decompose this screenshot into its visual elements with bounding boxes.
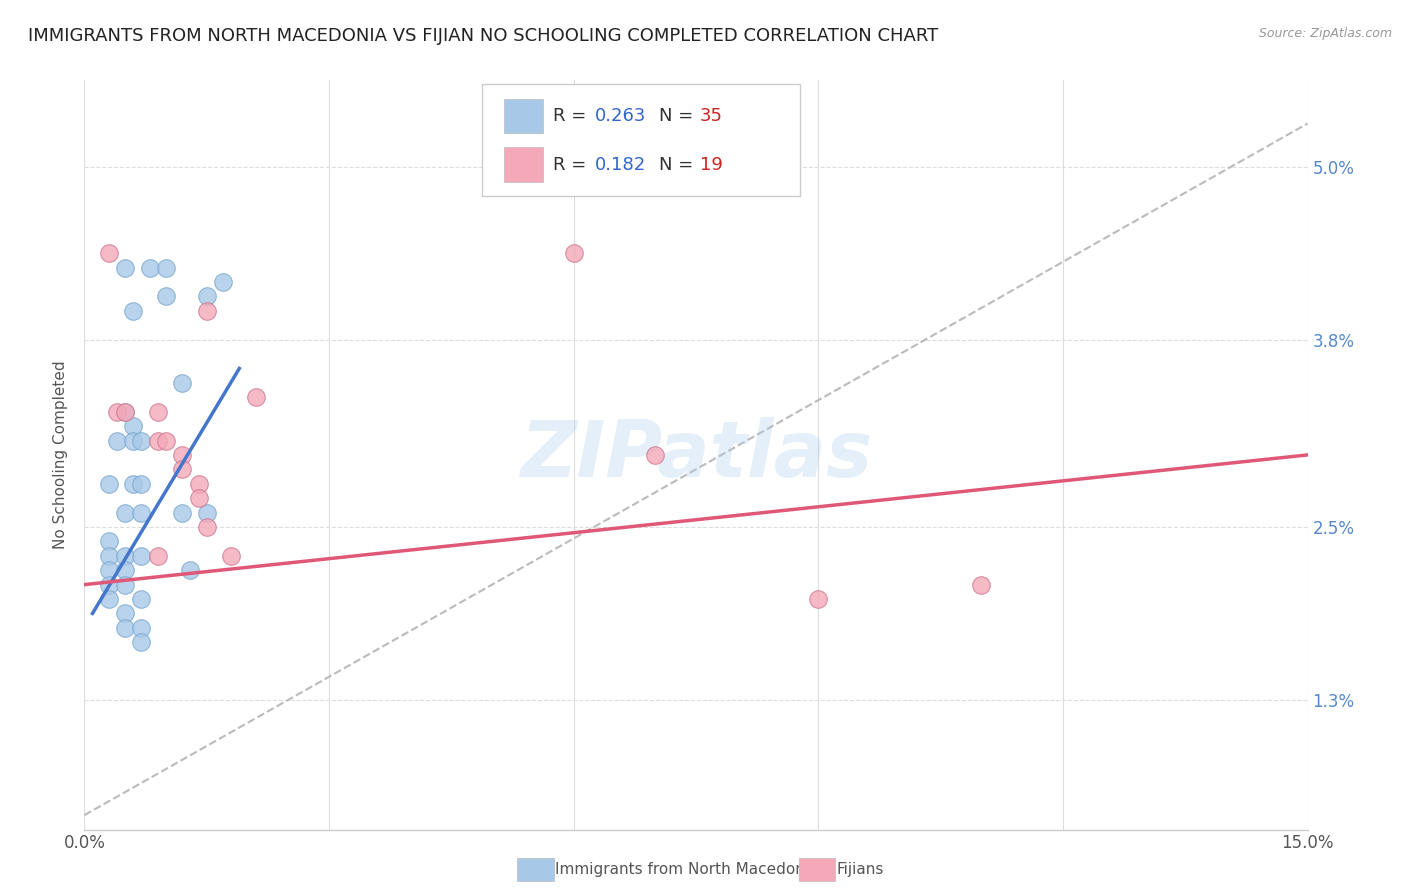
Point [172,462,194,476]
Point [114,621,136,635]
Point [97,592,120,607]
Point [146,549,169,563]
Point [114,563,136,577]
Point [105,434,128,448]
Point [122,419,145,434]
Point [155,289,177,303]
Text: IMMIGRANTS FROM NORTH MACEDONIA VS FIJIAN NO SCHOOLING COMPLETED CORRELATION CHA: IMMIGRANTS FROM NORTH MACEDONIA VS FIJIA… [28,27,938,45]
Point [114,607,136,621]
Text: 0.182: 0.182 [595,155,645,174]
Text: 19: 19 [700,155,723,174]
Point [97,549,120,563]
Point [644,448,666,462]
Point [807,592,830,607]
Point [179,563,201,577]
Point [131,549,153,563]
Point [155,434,177,448]
Point [172,448,194,462]
Point [138,260,160,275]
Text: Fijians: Fijians [837,863,884,877]
Point [212,275,235,289]
Point [219,549,242,563]
Point [970,577,993,591]
FancyBboxPatch shape [482,84,800,196]
Point [245,390,267,404]
Point [105,405,128,419]
Point [146,405,169,419]
Point [97,476,120,491]
Point [131,434,153,448]
FancyBboxPatch shape [503,99,543,133]
Point [131,592,153,607]
Point [195,506,218,520]
Text: Source: ZipAtlas.com: Source: ZipAtlas.com [1258,27,1392,40]
Point [187,476,209,491]
Point [131,476,153,491]
Point [146,434,169,448]
Text: N =: N = [659,107,699,125]
Text: R =: R = [553,155,592,174]
Point [562,246,585,260]
Point [131,506,153,520]
Text: R =: R = [553,107,592,125]
Point [187,491,209,505]
Point [97,577,120,591]
Point [122,476,145,491]
Point [114,549,136,563]
Point [195,289,218,303]
Point [114,506,136,520]
Text: N =: N = [659,155,699,174]
Point [131,635,153,649]
Point [172,376,194,390]
Point [122,303,145,318]
Point [114,577,136,591]
Point [97,534,120,549]
Point [114,260,136,275]
Point [97,246,120,260]
Text: Immigrants from North Macedonia: Immigrants from North Macedonia [555,863,818,877]
FancyBboxPatch shape [503,147,543,182]
Point [155,260,177,275]
Point [114,405,136,419]
Y-axis label: No Schooling Completed: No Schooling Completed [53,360,69,549]
Point [114,405,136,419]
Text: 0.263: 0.263 [595,107,645,125]
Text: 35: 35 [700,107,723,125]
Point [122,434,145,448]
Point [195,303,218,318]
Point [172,506,194,520]
Point [97,563,120,577]
Point [195,520,218,534]
Text: ZIPatlas: ZIPatlas [520,417,872,493]
Point [131,621,153,635]
